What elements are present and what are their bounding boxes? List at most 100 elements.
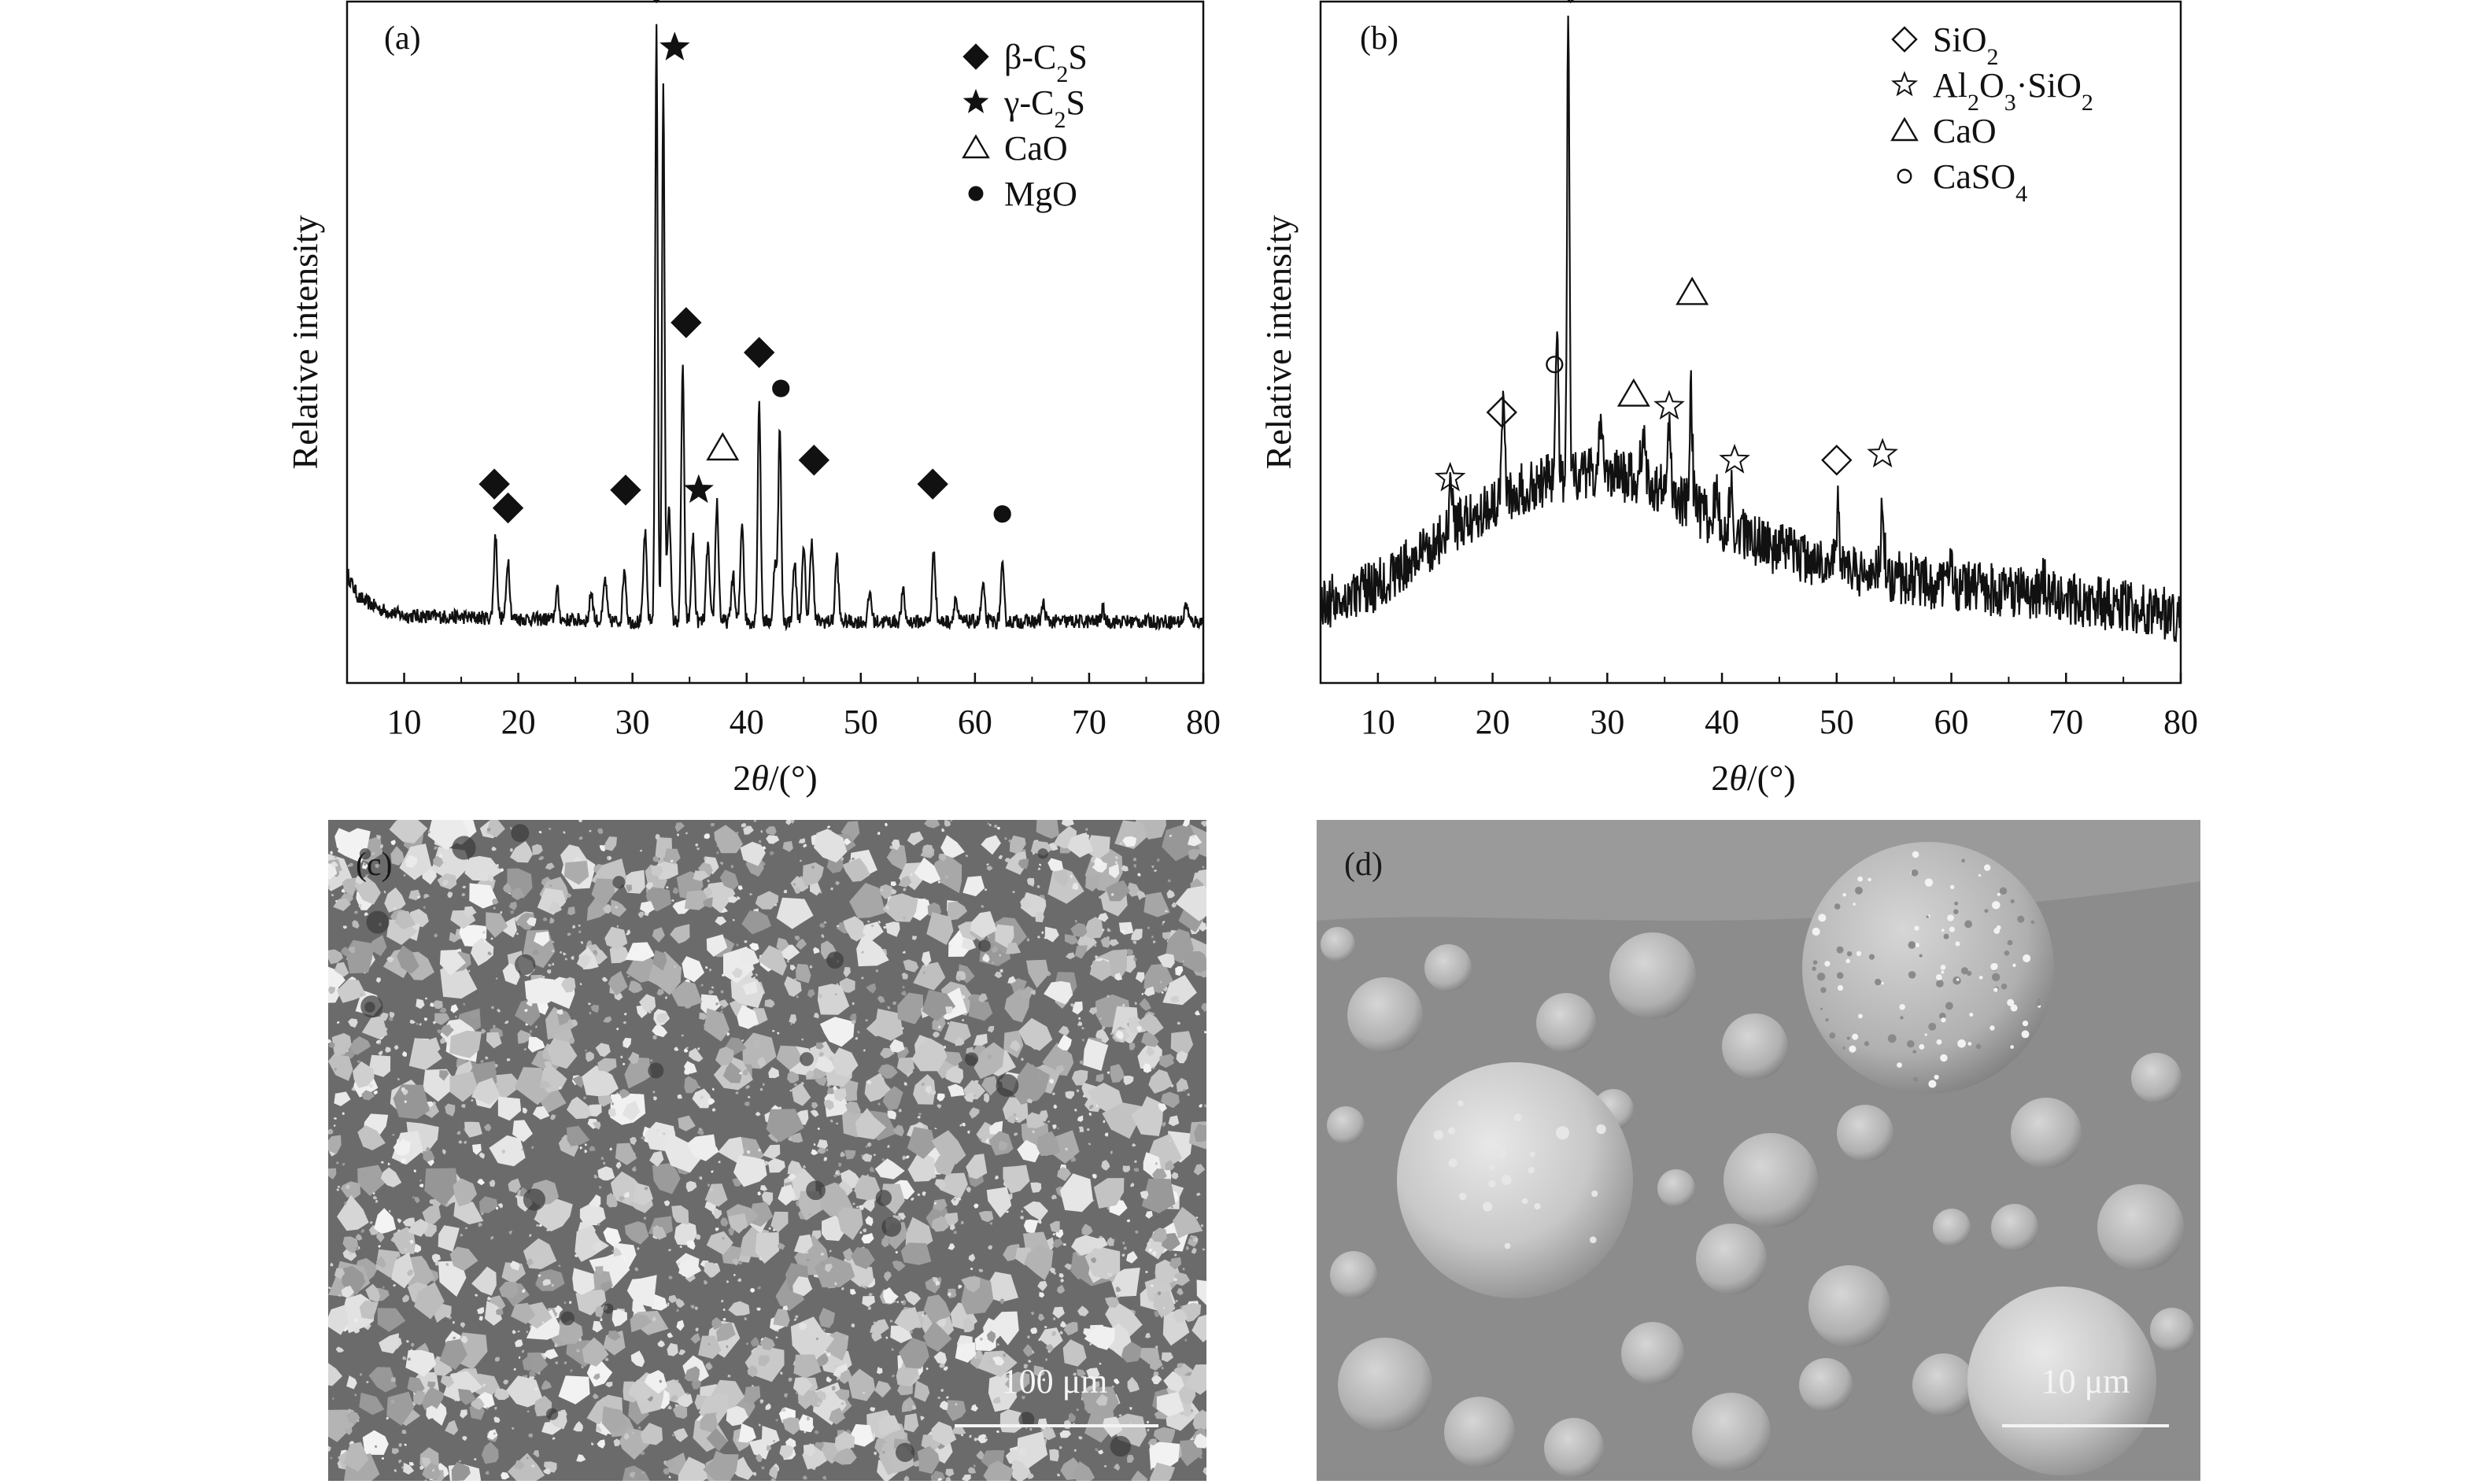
powder-particle — [1018, 985, 1022, 988]
open-star-marker — [1434, 461, 1466, 492]
powder-particle — [1044, 926, 1059, 943]
x-tick-label: 80 — [1186, 703, 1221, 741]
powder-particle — [551, 1283, 554, 1287]
powder-particle — [1099, 1362, 1102, 1365]
powder-particle — [438, 853, 443, 858]
powder-particle — [817, 984, 850, 1015]
powder-particle — [594, 1296, 600, 1305]
powder-particle — [480, 1059, 484, 1063]
small-sphere — [1327, 1106, 1365, 1144]
powder-particle — [628, 1051, 640, 1065]
surface-speck — [1842, 892, 1846, 897]
powder-particle — [834, 1430, 855, 1455]
powder-particle — [637, 911, 645, 918]
powder-particle — [1196, 1192, 1201, 1196]
powder-particle — [512, 887, 525, 901]
open-triangle-marker — [1675, 276, 1709, 305]
powder-particle — [601, 1406, 628, 1434]
small-sphere — [2150, 1308, 2194, 1352]
powder-particle — [403, 1462, 415, 1475]
powder-particle — [1121, 1253, 1125, 1257]
powder-particle — [328, 1128, 334, 1135]
powder-particle — [584, 1149, 588, 1154]
powder-particle — [793, 1234, 813, 1254]
powder-particle — [1052, 1232, 1055, 1236]
filled-circle-marker — [968, 186, 984, 201]
open-triangle-marker — [1616, 378, 1650, 407]
small-sphere — [1424, 944, 1472, 991]
powder-particle — [1162, 921, 1166, 924]
powder-particle — [490, 937, 494, 940]
open-diamond-marker — [1891, 26, 1918, 53]
powder-particle — [885, 822, 888, 827]
powder-particle — [401, 1430, 407, 1434]
powder-particle — [1163, 1371, 1184, 1393]
powder-particle — [386, 872, 390, 876]
powder-particle — [360, 993, 364, 996]
powder-particle — [772, 1439, 775, 1443]
powder-particle — [554, 1342, 558, 1348]
small-sphere — [1657, 1169, 1695, 1207]
powder-particle — [815, 1353, 829, 1367]
powder-particle — [917, 1193, 921, 1196]
powder-particle — [1180, 1305, 1183, 1308]
powder-particle — [1030, 1327, 1038, 1334]
powder-particle — [1023, 1219, 1039, 1234]
powder-particle — [563, 1361, 567, 1364]
powder-particle — [1184, 1338, 1188, 1342]
powder-particle — [482, 931, 486, 935]
powder-particle — [352, 920, 360, 929]
powder-particle — [847, 1127, 851, 1131]
powder-particle — [944, 1021, 971, 1046]
powder-particle — [1070, 874, 1073, 878]
powder-particle — [922, 971, 926, 974]
powder-particle — [704, 1008, 730, 1042]
powder-particle — [866, 983, 877, 994]
powder-particle — [549, 917, 555, 924]
powder-particle — [427, 1101, 434, 1108]
powder-particle — [1182, 1268, 1185, 1271]
powder-particle — [559, 951, 562, 954]
powder-particle — [606, 1192, 618, 1208]
powder-particle — [599, 844, 607, 852]
powder-particle — [1123, 1076, 1134, 1086]
powder-particle — [859, 1231, 863, 1234]
powder-particle — [416, 999, 425, 1010]
powder-particle — [1174, 1272, 1191, 1287]
powder-particle — [760, 1185, 768, 1191]
small-sphere — [1621, 1322, 1684, 1385]
powder-particle — [379, 844, 384, 849]
powder-particle — [907, 831, 924, 846]
surface-speck — [1899, 1003, 1905, 1010]
powder-particle — [358, 903, 362, 909]
powder-particle — [707, 879, 710, 883]
open-circle-marker — [1546, 356, 1564, 374]
powder-particle — [684, 1048, 689, 1053]
powder-particle — [852, 1202, 855, 1205]
powder-particle — [1136, 1025, 1142, 1032]
powder-particle — [855, 1108, 887, 1140]
powder-particle — [409, 1462, 415, 1466]
powder-particle — [463, 1140, 467, 1145]
powder-particle — [726, 1405, 748, 1427]
powder-particle — [832, 1047, 859, 1077]
powder-particle — [806, 1251, 809, 1254]
powder-particle — [667, 1405, 672, 1410]
powder-particle — [1104, 1132, 1109, 1137]
powder-particle — [529, 1369, 536, 1377]
surface-speck — [1967, 1042, 1972, 1046]
small-sphere — [1338, 1338, 1432, 1432]
powder-particle — [1076, 1089, 1080, 1093]
powder-particle — [863, 921, 884, 942]
powder-particle — [1122, 836, 1137, 847]
powder-particle — [996, 1342, 1000, 1346]
powder-particle — [733, 1154, 767, 1187]
powder-particle — [682, 956, 704, 983]
powder-particle — [796, 963, 811, 984]
powder-particle — [652, 950, 667, 971]
powder-particle — [1151, 865, 1155, 869]
powder-particle — [811, 866, 815, 869]
powder-particle — [1021, 1396, 1025, 1400]
powder-particle — [413, 1390, 426, 1405]
powder-particle — [792, 1376, 813, 1397]
